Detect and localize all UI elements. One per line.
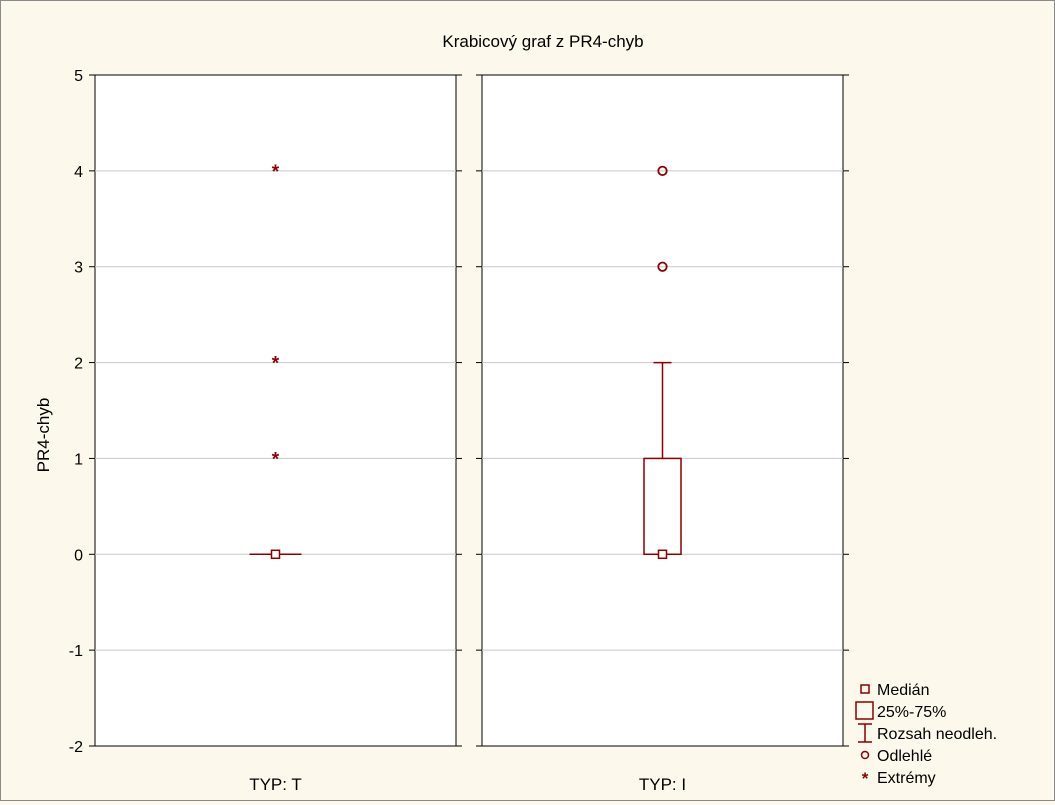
extreme-point: *	[272, 449, 280, 470]
legend-outlier-symbol	[860, 750, 870, 760]
legend-label: Medián	[877, 682, 929, 699]
legend-extreme-symbol: *	[862, 769, 869, 788]
median-marker	[270, 549, 281, 560]
chart-legend: Medián 25%-75% Rozsah neodleh. Odlehlé * Extr…	[855, 682, 997, 788]
y-tick-label: 2	[74, 356, 83, 373]
y-tick-label: -1	[69, 643, 83, 660]
y-tick-label: 5	[74, 68, 83, 85]
outlier-point	[657, 165, 668, 176]
y-tick-label: 0	[74, 547, 83, 564]
y-tick-label: 4	[74, 164, 83, 181]
extreme-point: *	[272, 354, 280, 375]
legend-item-extreme: * Extrémy	[862, 769, 936, 788]
median-marker	[657, 549, 668, 560]
category-label: TYP: T	[249, 775, 302, 794]
y-axis-label: PR4-chyb	[34, 398, 53, 473]
legend-label: Odlehlé	[877, 748, 932, 765]
legend-box-symbol	[855, 701, 874, 720]
legend-median-symbol	[860, 684, 870, 694]
legend-item-outlier: Odlehlé	[860, 748, 932, 765]
y-tick-label: -2	[69, 739, 83, 756]
legend-label: Rozsah neodleh.	[877, 726, 997, 743]
chart-title: Krabicový graf z PR4-chyb	[442, 32, 643, 51]
panel-2: TYP: I	[476, 74, 849, 794]
outlier-point	[657, 261, 668, 272]
legend-item-median: Medián	[860, 682, 929, 699]
legend-item-whisker: Rozsah neodleh.	[858, 723, 997, 743]
category-label: TYP: I	[639, 775, 686, 794]
legend-label: 25%-75%	[877, 704, 946, 721]
legend-label: Extrémy	[877, 770, 936, 787]
panel-1: 5 4 3 2 1 0 -1 -2 * * * TYP: T	[69, 68, 462, 794]
legend-item-box: 25%-75%	[855, 701, 946, 721]
y-tick-label: 1	[74, 451, 83, 468]
plot-area	[94, 74, 457, 747]
extreme-point: *	[272, 162, 280, 183]
y-tick-label: 3	[74, 260, 83, 277]
